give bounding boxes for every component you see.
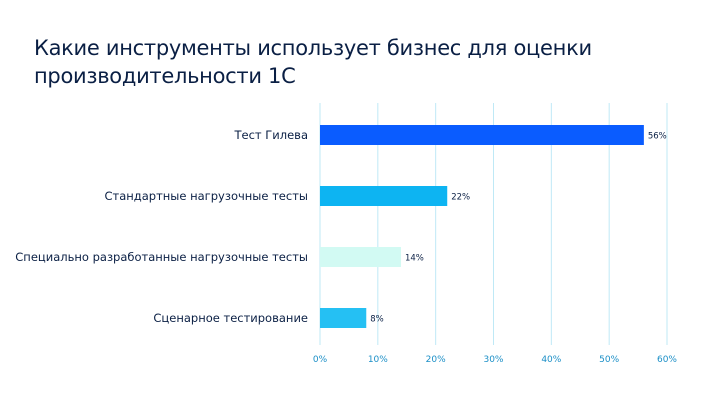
category-labels: Тест Гилева Стандартные нагрузочные тесты…: [15, 128, 308, 325]
value-label: 8%: [370, 315, 384, 325]
bar: [320, 247, 401, 267]
x-tick-label: 60%: [657, 355, 677, 365]
bar: [320, 308, 367, 328]
category-label: Тест Гилева: [233, 128, 308, 142]
bars: [320, 125, 644, 328]
bar: [320, 186, 448, 206]
bar: [320, 125, 644, 145]
x-tick-label: 0%: [313, 355, 328, 365]
x-tick-label: 30%: [483, 355, 503, 365]
value-label: 56%: [648, 132, 667, 142]
x-tick-label: 50%: [599, 355, 619, 365]
value-label: 22%: [451, 193, 470, 203]
chart-title: Какие инструменты использует бизнес для …: [34, 36, 592, 88]
x-tick-label: 10%: [368, 355, 388, 365]
x-axis-tick-labels: 0% 10% 20% 30% 40% 50% 60%: [313, 355, 678, 365]
x-tick-label: 20%: [426, 355, 446, 365]
value-label: 14%: [405, 254, 424, 264]
category-label: Сценарное тестирование: [153, 311, 308, 325]
category-label: Стандартные нагрузочные тесты: [105, 189, 309, 203]
x-tick-label: 40%: [541, 355, 561, 365]
value-labels: 56% 22% 14% 8%: [370, 132, 667, 325]
category-label: Специально разработанные нагрузочные тес…: [15, 250, 308, 264]
